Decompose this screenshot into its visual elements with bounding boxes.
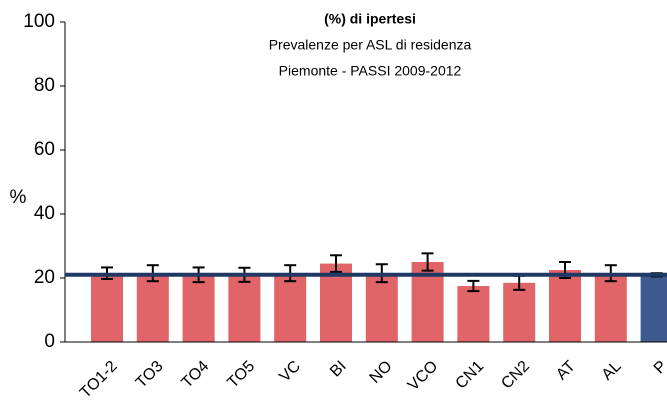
x-tick-label: AT bbox=[553, 358, 579, 384]
bar bbox=[228, 274, 261, 342]
x-tick-label: AL bbox=[599, 358, 625, 384]
x-tick-label: TO3 bbox=[133, 358, 167, 392]
x-tick-label: VC bbox=[276, 358, 304, 386]
bar bbox=[549, 270, 581, 342]
chart-subtitle: Piemonte - PASSI 2009-2012 bbox=[279, 63, 462, 79]
chart-subtitle: Prevalenze per ASL di residenza bbox=[269, 37, 472, 53]
x-tick-label: BI bbox=[327, 358, 350, 381]
x-tick-label: TO1-2 bbox=[77, 358, 121, 402]
x-tick-label: CN1 bbox=[453, 358, 488, 393]
bar bbox=[136, 273, 169, 342]
bar bbox=[91, 273, 123, 342]
y-tick-label: 40 bbox=[34, 203, 55, 224]
y-tick-label: 60 bbox=[34, 139, 55, 160]
bar bbox=[503, 282, 536, 342]
x-tick-label: TO4 bbox=[179, 358, 213, 392]
x-tick-label: NO bbox=[367, 358, 396, 387]
y-tick-label: 0 bbox=[44, 331, 55, 352]
bar bbox=[365, 273, 398, 342]
bar bbox=[182, 274, 215, 342]
bar bbox=[274, 273, 307, 342]
bar bbox=[594, 273, 627, 342]
chart-title: (%) di ipertesi bbox=[324, 11, 416, 27]
bar bbox=[457, 286, 490, 342]
y-axis-label: % bbox=[10, 187, 27, 208]
bar bbox=[640, 274, 667, 342]
y-tick-label: 100 bbox=[23, 11, 55, 32]
y-tick-label: 20 bbox=[34, 267, 55, 288]
x-tick-label: P bbox=[651, 358, 667, 378]
x-tick-label: CN2 bbox=[498, 358, 533, 393]
y-tick-label: 80 bbox=[34, 75, 55, 96]
x-tick-label: VCO bbox=[405, 358, 442, 395]
x-tick-label: TO5 bbox=[224, 358, 258, 392]
